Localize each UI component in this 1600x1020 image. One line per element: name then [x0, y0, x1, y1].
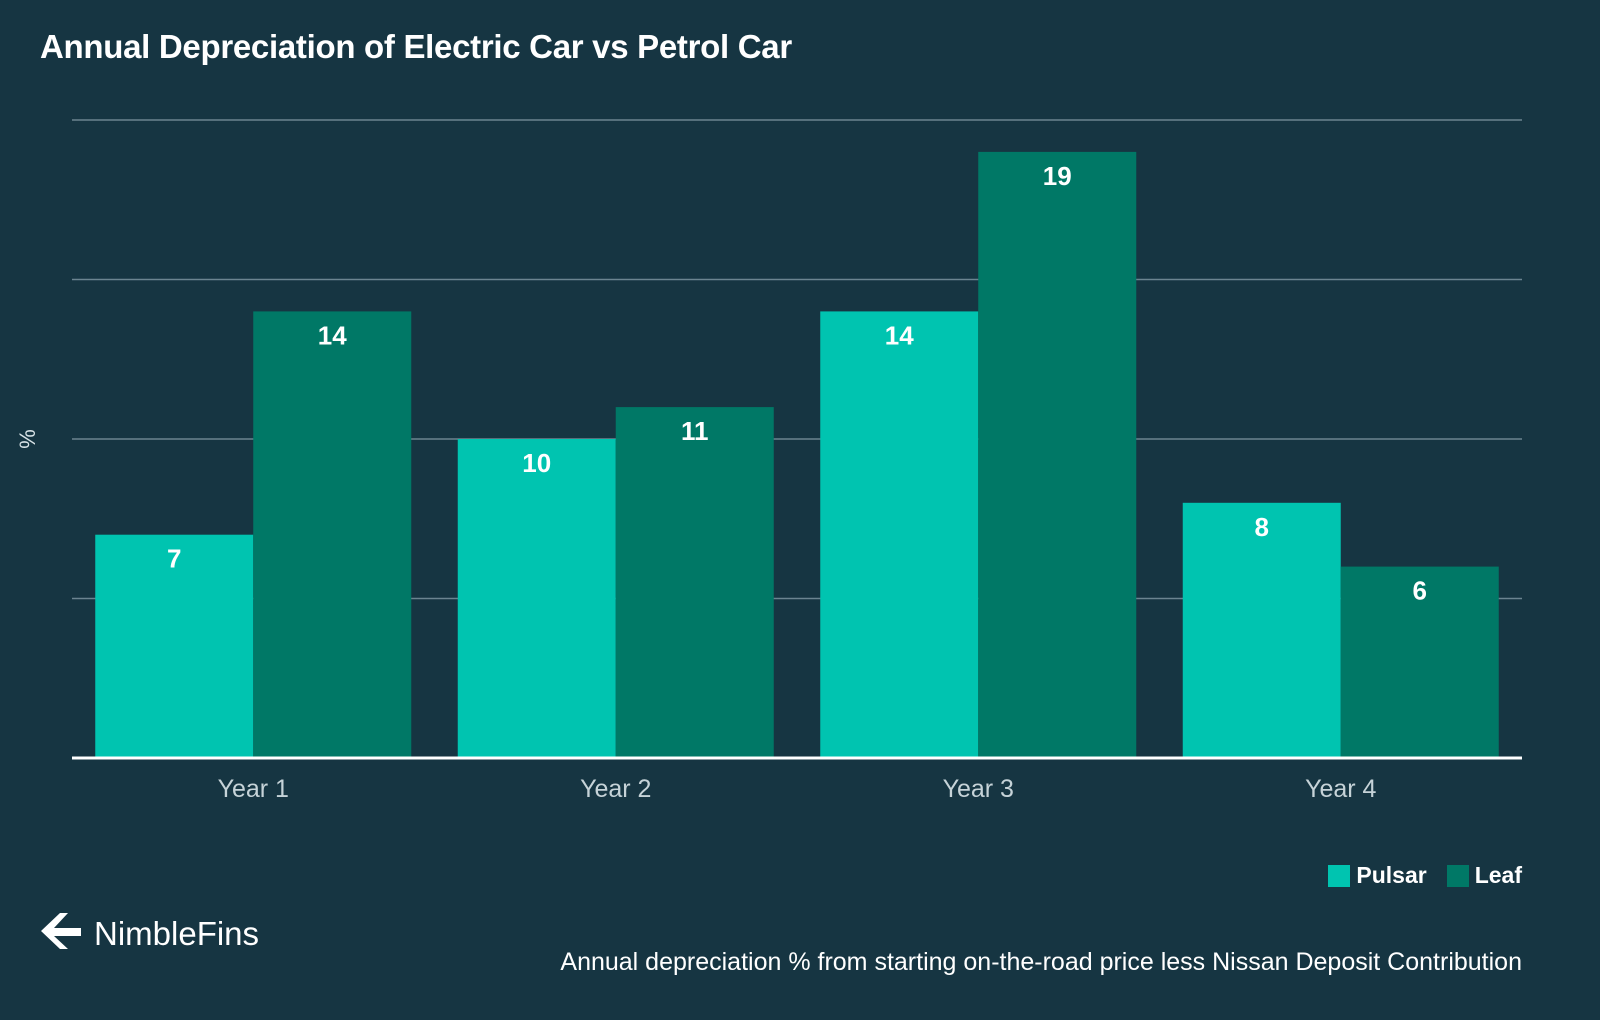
brand-logo: NimbleFins — [38, 912, 259, 955]
brand-name: NimbleFins — [94, 914, 260, 952]
bar-pulsar — [457, 439, 616, 758]
data-label-leaf: 11 — [681, 416, 709, 446]
footnote: Annual depreciation % from starting on-t… — [560, 948, 1522, 976]
legend-swatch-pulsar — [1328, 864, 1351, 887]
x-tick-label: Year 1 — [218, 775, 289, 803]
nimblefins-logo-icon — [38, 912, 84, 955]
bar-pulsar — [820, 311, 979, 758]
bar-leaf — [253, 311, 412, 758]
bar-leaf — [615, 407, 774, 758]
legend-item-pulsar: Pulsar — [1328, 862, 1427, 889]
legend-swatch-leaf — [1446, 864, 1469, 887]
bar-pulsar — [95, 534, 254, 758]
bar-pulsar — [1182, 502, 1341, 758]
legend-label-leaf: Leaf — [1474, 862, 1522, 888]
bar-leaf — [1340, 566, 1499, 758]
data-label-leaf: 14 — [318, 320, 347, 350]
data-label-pulsar: 7 — [167, 544, 181, 574]
x-tick-label: Year 4 — [1305, 775, 1376, 803]
chart-legend: Pulsar Leaf — [1328, 862, 1522, 889]
x-tick-label: Year 3 — [943, 775, 1014, 803]
data-label-leaf: 6 — [1413, 576, 1427, 606]
data-label-leaf: 19 — [1043, 161, 1072, 191]
data-label-pulsar: 8 — [1255, 512, 1269, 542]
x-tick-label: Year 2 — [580, 775, 651, 803]
data-label-pulsar: 10 — [522, 448, 551, 478]
data-label-pulsar: 14 — [885, 320, 914, 350]
legend-label-pulsar: Pulsar — [1356, 862, 1427, 888]
legend-item-leaf: Leaf — [1446, 862, 1522, 889]
bar-leaf — [978, 151, 1137, 758]
chart-title: Annual Depreciation of Electric Car vs P… — [40, 28, 792, 65]
